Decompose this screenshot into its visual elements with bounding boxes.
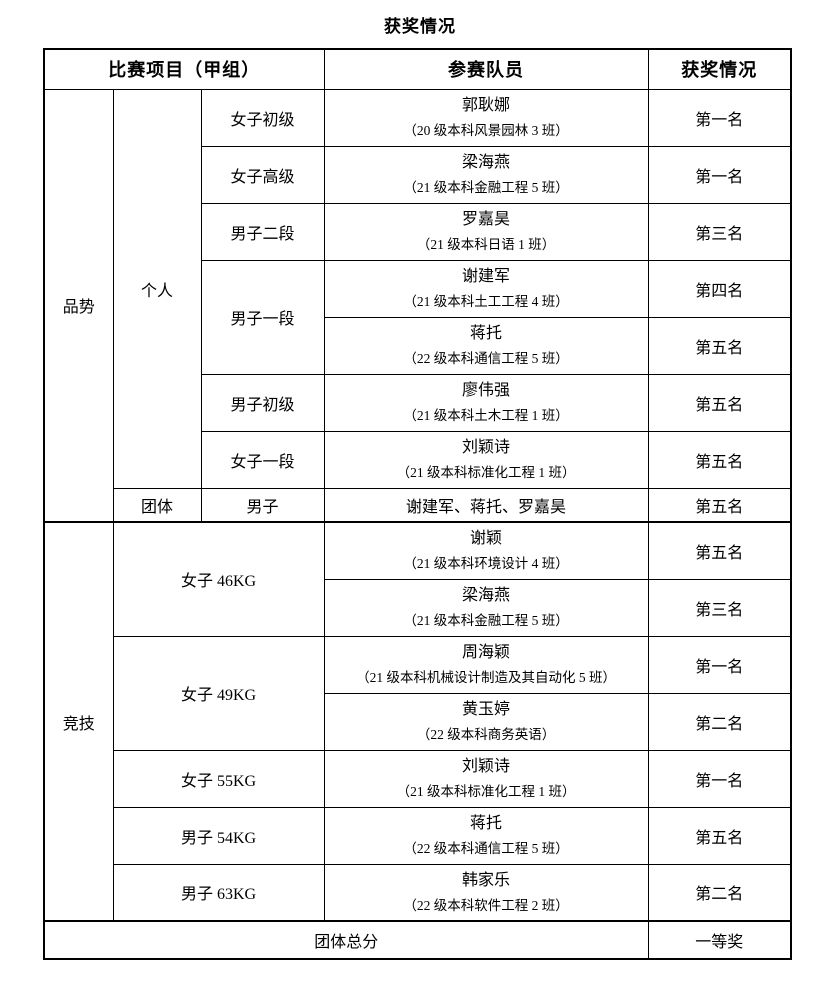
header-row: 比赛项目（甲组） 参赛队员 获奖情况 bbox=[43, 48, 792, 90]
player-name: 蒋托 bbox=[470, 815, 503, 832]
rank-cell: 第五名 bbox=[647, 487, 792, 523]
player-class: （21 级本科标准化工程 1 班） bbox=[396, 465, 576, 480]
category-cell: 女子 55KG bbox=[112, 749, 325, 808]
table-row: 男子一段 谢建军 （21 级本科土工工程 4 班） 第四名 bbox=[44, 259, 792, 375]
rank-cell: 第五名 bbox=[647, 316, 792, 375]
rank-cell: 第五名 bbox=[647, 430, 792, 489]
player-cell: 梁海燕 （21 级本科金融工程 5 班） bbox=[323, 578, 649, 637]
table-row: 女子 55KG 刘颖诗 （21 级本科标准化工程 1 班） 第一名 bbox=[44, 749, 792, 808]
table-row: 梁海燕 （21 级本科金融工程 5 班） 第三名 bbox=[44, 578, 792, 637]
table-row: 品势 个人 女子初级 郭耿娜 （20 级本科风景园林 3 班） 第一名 bbox=[43, 88, 792, 523]
team-total-label: 团体总分 bbox=[43, 920, 649, 960]
player-class: （21 级本科日语 1 班） bbox=[416, 237, 556, 252]
category-cell: 男子 63KG bbox=[112, 863, 325, 922]
player-cell: 周海颖 （21 级本科机械设计制造及其自动化 5 班） bbox=[323, 635, 649, 694]
player-class: （21 级本科土木工程 1 班） bbox=[403, 408, 569, 423]
player-class: （22 级本科通信工程 5 班） bbox=[403, 841, 569, 856]
player-class: （20 级本科风景园林 3 班） bbox=[403, 123, 569, 138]
player-name: 黄玉婷 bbox=[462, 701, 511, 718]
table-row: 男子初级 廖伟强 （21 级本科土木工程 1 班） 第五名 bbox=[44, 373, 792, 432]
player-name: 谢建军 bbox=[462, 268, 511, 285]
rank-cell: 第五名 bbox=[647, 373, 792, 432]
player-cell: 蒋托 （22 级本科通信工程 5 班） bbox=[323, 316, 649, 375]
rank-cell: 第一名 bbox=[647, 749, 792, 808]
player-name: 蒋托 bbox=[470, 325, 503, 342]
category-cell: 男子一段 bbox=[200, 259, 325, 375]
table-row: 女子 49KG 周海颖 （21 级本科机械设计制造及其自动化 5 班） 第一名 bbox=[44, 635, 792, 751]
player-class: （22 级本科商务英语） bbox=[416, 727, 556, 742]
player-class: （22 级本科通信工程 5 班） bbox=[403, 351, 569, 366]
team-row: 团体 男子 谢建军、蒋托、罗嘉昊 第五名 bbox=[44, 487, 792, 523]
player-name: 谢颖 bbox=[470, 530, 503, 548]
player-class: （21 级本科机械设计制造及其自动化 5 班） bbox=[356, 670, 616, 685]
player-class: （21 级本科金融工程 5 班） bbox=[403, 180, 569, 195]
category-cell: 女子 49KG bbox=[112, 635, 325, 751]
category-cell: 男子初级 bbox=[200, 373, 325, 432]
table-row: 女子高级 梁海燕 （21 级本科金融工程 5 班） 第一名 bbox=[44, 145, 792, 204]
player-cell: 廖伟强 （21 级本科土木工程 1 班） bbox=[323, 373, 649, 432]
player-name: 梁海燕 bbox=[462, 587, 511, 604]
player-cell: 梁海燕 （21 级本科金融工程 5 班） bbox=[323, 145, 649, 204]
rank-cell: 第四名 bbox=[647, 259, 792, 318]
rank-cell: 第一名 bbox=[647, 88, 792, 147]
player-cell: 谢建军 （21 级本科土工工程 4 班） bbox=[323, 259, 649, 318]
header-award: 获奖情况 bbox=[647, 48, 792, 90]
award-results-table: 比赛项目（甲组） 参赛队员 获奖情况 品势 个人 女子初级 郭耿娜 （20 级本… bbox=[43, 48, 793, 960]
subsection-cell-individual: 个人 bbox=[112, 88, 202, 489]
player-cell: 罗嘉昊 （21 级本科日语 1 班） bbox=[323, 202, 649, 261]
team-total-rank: 一等奖 bbox=[647, 920, 792, 960]
table-row: 蒋托 （22 级本科通信工程 5 班） 第五名 bbox=[44, 316, 792, 375]
rank-cell: 第三名 bbox=[647, 202, 792, 261]
category-cell: 男子二段 bbox=[200, 202, 325, 261]
player-cell: 刘颖诗 （21 级本科标准化工程 1 班） bbox=[323, 430, 649, 489]
player-cell: 郭耿娜 （20 级本科风景园林 3 班） bbox=[323, 88, 649, 147]
subsection-cell-team: 团体 bbox=[112, 487, 202, 523]
section-cell-jingji: 竞技 bbox=[43, 521, 114, 922]
player-name: 梁海燕 bbox=[462, 154, 511, 171]
rank-cell: 第三名 bbox=[647, 578, 792, 637]
player-class: （21 级本科标准化工程 1 班） bbox=[396, 784, 576, 799]
category-cell: 女子高级 bbox=[200, 145, 325, 204]
rank-cell: 第一名 bbox=[647, 145, 792, 204]
category-cell: 女子初级 bbox=[200, 88, 325, 147]
category-cell: 女子一段 bbox=[200, 430, 325, 489]
player-cell: 刘颖诗 （21 级本科标准化工程 1 班） bbox=[323, 749, 649, 808]
player-class: （21 级本科土工工程 4 班） bbox=[403, 294, 569, 309]
table-row: 女子一段 刘颖诗 （21 级本科标准化工程 1 班） 第五名 bbox=[44, 430, 792, 489]
player-class: （21 级本科金融工程 5 班） bbox=[403, 613, 569, 628]
total-row: 团体总分 一等奖 bbox=[43, 920, 792, 960]
player-name: 郭耿娜 bbox=[462, 97, 511, 114]
table-row: 竞技 女子 46KG 谢颖 （21 级本科环境设计 4 班） 第五名 bbox=[43, 521, 792, 922]
player-name: 刘颖诗 bbox=[462, 439, 511, 456]
section-cell-pinshi: 品势 bbox=[43, 88, 114, 523]
player-name: 周海颖 bbox=[462, 644, 511, 661]
player-cell: 蒋托 （22 级本科通信工程 5 班） bbox=[323, 806, 649, 865]
rank-cell: 第二名 bbox=[647, 692, 792, 751]
player-cell: 谢颖 （21 级本科环境设计 4 班） bbox=[323, 521, 649, 580]
table-row: 黄玉婷 （22 级本科商务英语） 第二名 bbox=[44, 692, 792, 751]
player-cell: 韩家乐 （22 级本科软件工程 2 班） bbox=[323, 863, 649, 922]
category-cell: 女子 46KG bbox=[112, 521, 325, 637]
page-title: 获奖情况 bbox=[384, 17, 456, 36]
player-name: 韩家乐 bbox=[462, 871, 511, 889]
rank-cell: 第一名 bbox=[647, 635, 792, 694]
team-members: 谢建军、蒋托、罗嘉昊 bbox=[323, 487, 649, 523]
table-row: 男子 54KG 蒋托 （22 级本科通信工程 5 班） 第五名 bbox=[44, 806, 792, 865]
category-cell: 男子 bbox=[200, 487, 325, 523]
rank-cell: 第二名 bbox=[647, 863, 792, 922]
player-name: 刘颖诗 bbox=[462, 758, 511, 775]
player-class: （22 级本科软件工程 2 班） bbox=[403, 897, 569, 913]
header-players: 参赛队员 bbox=[323, 48, 649, 90]
table-row: 男子 63KG 韩家乐 （22 级本科软件工程 2 班） 第二名 bbox=[44, 863, 792, 922]
player-name: 罗嘉昊 bbox=[462, 211, 511, 228]
player-name: 廖伟强 bbox=[462, 382, 511, 399]
rank-cell: 第五名 bbox=[647, 521, 792, 580]
player-cell: 黄玉婷 （22 级本科商务英语） bbox=[323, 692, 649, 751]
table-row: 男子二段 罗嘉昊 （21 级本科日语 1 班） 第三名 bbox=[44, 202, 792, 261]
header-event-group: 比赛项目（甲组） bbox=[43, 48, 325, 90]
category-cell: 男子 54KG bbox=[112, 806, 325, 865]
rank-cell: 第五名 bbox=[647, 806, 792, 865]
player-class: （21 级本科环境设计 4 班） bbox=[403, 556, 569, 572]
